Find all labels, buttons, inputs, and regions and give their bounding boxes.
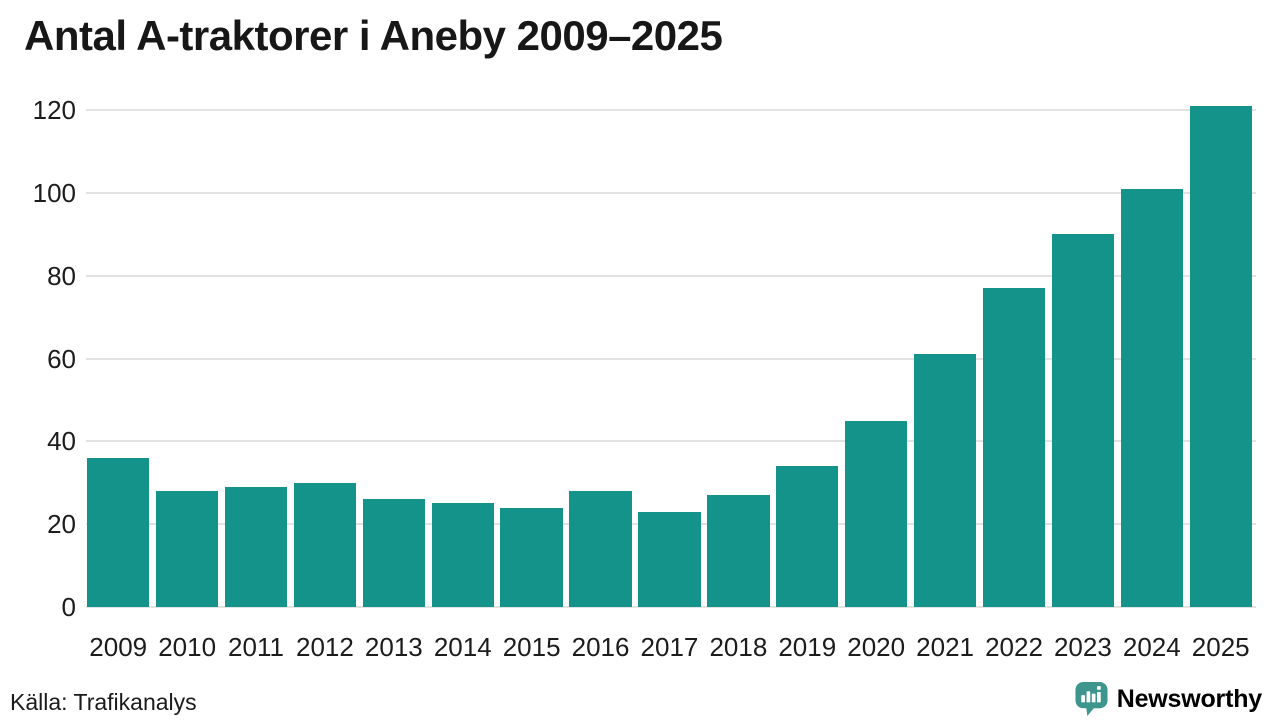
gridline-120: [86, 109, 1256, 111]
y-tick-label-80: 80: [47, 260, 76, 291]
bar-2024: [1120, 188, 1183, 607]
bar-2016: [569, 491, 632, 607]
y-tick-label-100: 100: [32, 177, 76, 208]
y-tick-label-60: 60: [47, 343, 76, 374]
chart-title: Antal A-traktorer i Aneby 2009–2025: [24, 12, 723, 59]
newsworthy-bubble-chart-icon: [1075, 682, 1108, 716]
x-tick-label-2024: 2024: [1122, 632, 1181, 662]
x-tick-label-2023: 2023: [1053, 632, 1112, 662]
x-tick-label-2017: 2017: [640, 632, 699, 662]
bar-2019: [776, 466, 839, 607]
x-tick-label-2020: 2020: [847, 632, 906, 662]
bar-2023: [1051, 234, 1115, 607]
x-tick-label-2014: 2014: [433, 632, 492, 662]
x-tick-label-2025: 2025: [1191, 632, 1250, 662]
x-tick-label-2018: 2018: [709, 632, 768, 662]
x-tick-label-2011: 2011: [228, 632, 284, 662]
y-tick-label-20: 20: [47, 509, 76, 540]
y-tick-label-120: 120: [32, 95, 76, 125]
x-tick-label-2013: 2013: [364, 632, 423, 662]
bar-2015: [500, 507, 563, 607]
bar-2017: [638, 511, 701, 607]
x-tick-label-2022: 2022: [985, 632, 1043, 662]
gridline-60: [86, 357, 1256, 360]
bar-2009: [87, 457, 150, 607]
source-note: Källa: Trafikanalys: [10, 689, 197, 715]
y-tick-label-40: 40: [47, 426, 76, 457]
bar-2012: [293, 482, 357, 607]
gridline-40: [86, 440, 1256, 443]
plot-area: [86, 105, 1256, 608]
gridline-80: [86, 274, 1256, 277]
bar-2011: [224, 486, 288, 607]
x-tick-label-2016: 2016: [571, 632, 630, 662]
gridline-0: [86, 606, 1256, 608]
bar-2025: [1189, 105, 1252, 607]
bar-2013: [362, 499, 426, 607]
bars-container: [87, 105, 1252, 607]
bar-2010: [155, 491, 219, 607]
newsworthy-wordmark: Newsworthy: [1116, 684, 1262, 713]
x-tick-label-2015: 2015: [502, 632, 561, 662]
mini-bar-chart-glyph: [1081, 686, 1101, 703]
bar-2020: [844, 420, 908, 607]
bar-2014: [431, 503, 494, 607]
x-axis: 2009 2010 2011 2012 2013 2014 2015 2016 2017 2018…: [87, 633, 1252, 661]
bar-2022: [982, 288, 1046, 607]
newsworthy-logo: Newsworthy: [1075, 682, 1262, 716]
bar-2021: [913, 354, 977, 607]
x-tick-label-2012: 2012: [296, 632, 354, 662]
bar-2018: [707, 495, 770, 607]
y-axis: 0 20 40 60 80 100 120: [0, 97, 76, 620]
x-tick-label-2021: 2021: [916, 632, 974, 662]
gridline-100: [86, 191, 1256, 194]
x-tick-label-2010: 2010: [158, 632, 217, 662]
x-tick-label-2009: 2009: [89, 632, 148, 662]
x-tick-label-2019: 2019: [778, 632, 837, 662]
y-tick-label-0: 0: [61, 592, 76, 622]
